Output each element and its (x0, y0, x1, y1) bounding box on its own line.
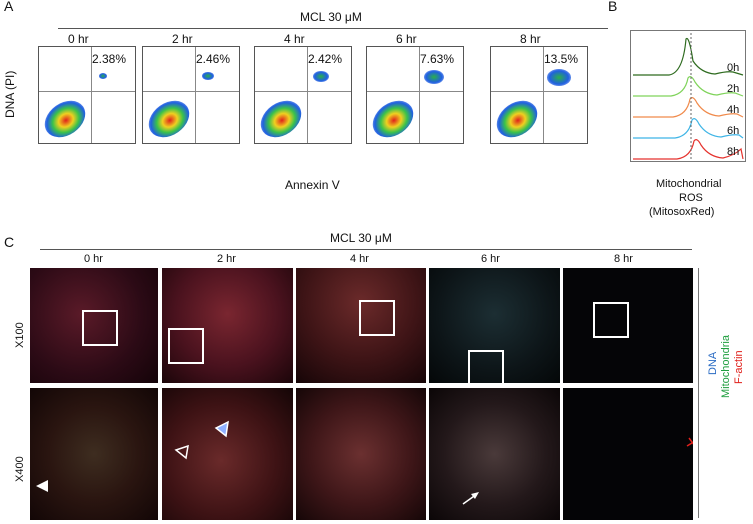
flow-timepoint-label: 4 hr (284, 32, 305, 46)
micro-col-2hr: 2 hr (217, 253, 236, 265)
q2-cluster (99, 73, 107, 79)
row-label-x400: X400 (14, 456, 26, 482)
q2-percent-label: 13.5% (544, 52, 579, 66)
flow-plot (254, 46, 352, 144)
micrograph-x100-6hr (429, 268, 560, 383)
zoom-box (593, 302, 629, 338)
q2-cluster (547, 69, 571, 86)
ros-trace-6h (633, 118, 744, 139)
micro-treatment-bar (40, 249, 692, 250)
row-label-x100: X100 (14, 322, 26, 348)
flow-plot (38, 46, 136, 144)
flow-timepoint-label: 6 hr (396, 32, 417, 46)
cell-density-cluster (255, 93, 309, 143)
quadrant-vertical (307, 47, 308, 143)
micro-col-8hr: 8 hr (614, 253, 633, 265)
zoom-box (359, 300, 395, 336)
arrow-icon-8hr (686, 437, 693, 447)
ros-title-line-1: Mitochondrial (656, 178, 722, 190)
ros-trace-2h (633, 76, 744, 97)
ros-histogram-plot: 0h 2h 4h 6h 8h (633, 33, 744, 160)
cell-density-cluster (39, 93, 93, 143)
legend-factin: F-actin (733, 350, 745, 384)
ros-trace-8h (633, 139, 744, 160)
q2-percent-label: 2.38% (92, 52, 127, 66)
q2-cluster (313, 71, 329, 83)
ros-trace-label: 8h (727, 146, 739, 158)
micrograph-x100-0hr (30, 268, 158, 383)
quadrant-vertical (195, 47, 196, 143)
micrograph-x100-8hr (563, 268, 693, 383)
quadrant-vertical (543, 47, 544, 143)
ros-trace-label: 2h (727, 83, 739, 95)
micrograph-x100-4hr (296, 268, 426, 383)
zoom-box (168, 328, 204, 364)
quadrant-vertical (91, 47, 92, 143)
micrograph-x400-4hr (296, 388, 426, 520)
flow-treatment-title: MCL 30 μM (300, 10, 362, 24)
q2-cluster (424, 70, 444, 84)
legend-dna: DNA (707, 351, 719, 375)
cell-density-cluster (491, 93, 545, 143)
flow-treatment-bar (58, 28, 608, 29)
quadrant-horizontal (367, 91, 463, 92)
ros-title-line-3: (MitosoxRed) (649, 206, 715, 218)
q2-percent-label: 7.63% (420, 52, 455, 66)
arrowhead-icons-2hr (174, 420, 229, 460)
arrowhead-icon-0hr (36, 480, 48, 492)
cell-density-cluster (367, 93, 421, 143)
flow-ylabel: DNA (PI) (3, 70, 17, 118)
q2-cluster (202, 72, 214, 81)
micrograph-x100-2hr (162, 268, 293, 383)
flow-timepoint-label: 0 hr (68, 32, 89, 46)
quadrant-horizontal (143, 91, 239, 92)
flow-plot (366, 46, 464, 144)
legend-mitochondria: Mitochondria (720, 335, 732, 398)
flow-xlabel: Annexin V (285, 178, 340, 192)
micrograph-x400-6hr (429, 388, 560, 520)
micro-col-0hr: 0 hr (84, 253, 103, 265)
panel-label-b: B (608, 0, 618, 14)
micrograph-x400-8hr (563, 388, 693, 520)
flow-plot (490, 46, 588, 144)
panel-label-c: C (4, 234, 15, 250)
q2-percent-label: 2.42% (308, 52, 343, 66)
q2-percent-label: 2.46% (196, 52, 231, 66)
micro-treatment-title: MCL 30 μM (330, 231, 392, 245)
ros-histogram-frame: 0h 2h 4h 6h 8h (630, 30, 746, 162)
flow-plot (142, 46, 240, 144)
quadrant-horizontal (39, 91, 135, 92)
quadrant-vertical (419, 47, 420, 143)
micro-col-4hr: 4 hr (350, 253, 369, 265)
cell-density-cluster (143, 93, 197, 143)
zoom-box (468, 350, 504, 383)
micrograph-x400-2hr (162, 388, 293, 520)
ros-trace-label: 0h (727, 62, 739, 74)
ros-trace-label: 4h (727, 104, 739, 116)
ros-title-line-2: ROS (679, 192, 703, 204)
ros-trace-label: 6h (727, 125, 739, 137)
flow-timepoint-label: 2 hr (172, 32, 193, 46)
panel-label-a: A (4, 0, 14, 14)
flow-timepoint-label: 8 hr (520, 32, 541, 46)
ros-trace-4h (633, 97, 744, 118)
micrograph-x400-0hr (30, 388, 158, 520)
arrow-icon-6hr (462, 492, 479, 505)
ros-trace-0h (633, 37, 744, 76)
micro-col-6hr: 6 hr (481, 253, 500, 265)
quadrant-horizontal (255, 91, 351, 92)
quadrant-horizontal (491, 91, 587, 92)
legend-divider (698, 268, 699, 518)
zoom-box (82, 310, 118, 346)
